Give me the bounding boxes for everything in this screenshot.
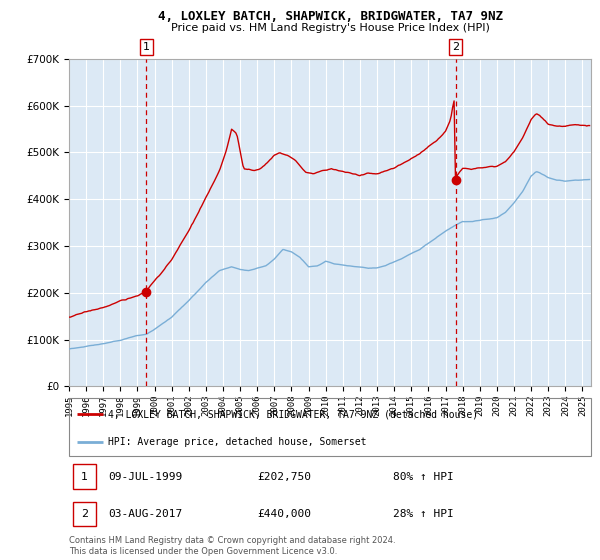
- Text: 4, LOXLEY BATCH, SHAPWICK, BRIDGWATER, TA7 9NZ: 4, LOXLEY BATCH, SHAPWICK, BRIDGWATER, T…: [157, 10, 503, 24]
- Text: £440,000: £440,000: [257, 510, 311, 519]
- Text: Contains HM Land Registry data © Crown copyright and database right 2024.
This d: Contains HM Land Registry data © Crown c…: [69, 536, 395, 556]
- Text: 2: 2: [452, 42, 459, 52]
- Text: 4, LOXLEY BATCH, SHAPWICK, BRIDGWATER, TA7 9NZ (detached house): 4, LOXLEY BATCH, SHAPWICK, BRIDGWATER, T…: [108, 409, 478, 419]
- Text: 80% ↑ HPI: 80% ↑ HPI: [392, 472, 454, 482]
- Text: 1: 1: [81, 472, 88, 482]
- Bar: [73, 502, 97, 526]
- Text: Price paid vs. HM Land Registry's House Price Index (HPI): Price paid vs. HM Land Registry's House …: [170, 23, 490, 33]
- Bar: [73, 464, 97, 489]
- Text: 1: 1: [143, 42, 150, 52]
- Text: 03-AUG-2017: 03-AUG-2017: [108, 510, 182, 519]
- Text: £202,750: £202,750: [257, 472, 311, 482]
- Text: 09-JUL-1999: 09-JUL-1999: [108, 472, 182, 482]
- Text: 2: 2: [81, 510, 88, 519]
- Text: 28% ↑ HPI: 28% ↑ HPI: [392, 510, 454, 519]
- Text: HPI: Average price, detached house, Somerset: HPI: Average price, detached house, Some…: [108, 437, 367, 447]
